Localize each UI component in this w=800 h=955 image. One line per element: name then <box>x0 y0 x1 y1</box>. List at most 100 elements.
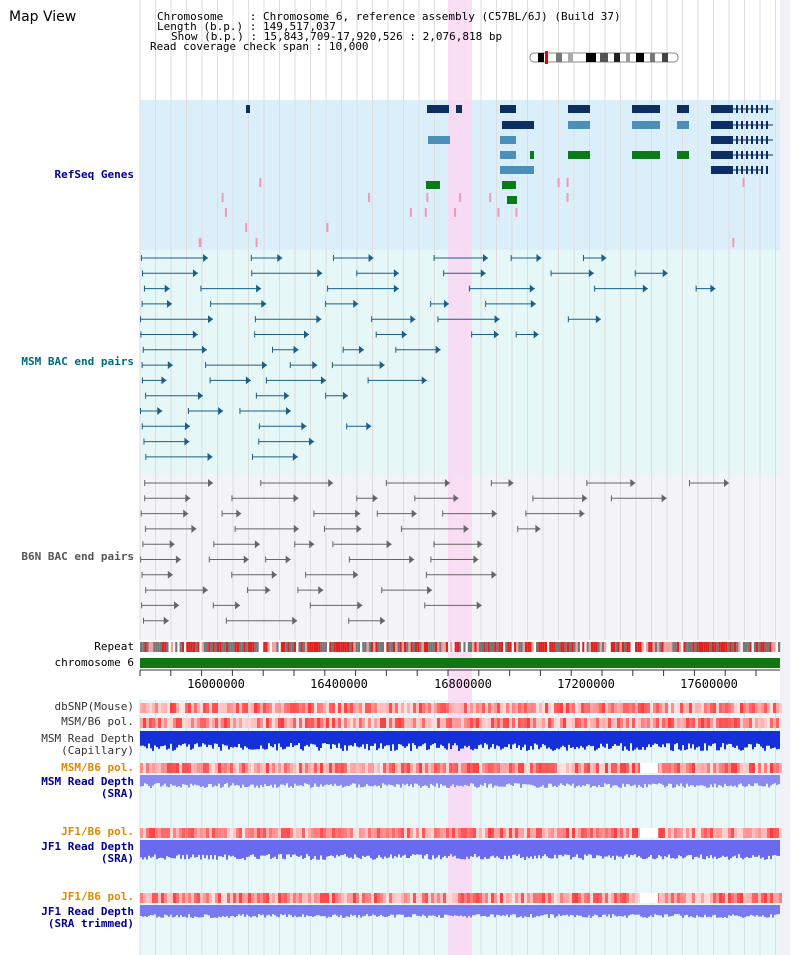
dbsnp-strip <box>377 703 380 713</box>
msm-depth-sra-bar <box>420 775 422 788</box>
repeat-segment <box>375 642 378 652</box>
track-label-b6n-bac[interactable]: B6N BAC end pairs <box>21 550 134 563</box>
msm-b6-pol-strip <box>407 718 410 728</box>
msm-b6-pol-strip <box>584 718 587 728</box>
msm-b6-pol-strip <box>536 763 539 773</box>
jf1-depth-sra-bar <box>390 840 392 855</box>
track-label-jf1-b6-pol-2[interactable]: JF1/B6 pol. <box>61 890 134 903</box>
msm-b6-pol-strip <box>674 763 677 773</box>
repeat-segment <box>377 642 380 652</box>
msm-depth-sra-bar <box>292 775 294 788</box>
repeat-segment <box>340 642 343 652</box>
jf1-b6-pol-strip <box>335 828 338 838</box>
msm-b6-pol-strip <box>218 763 221 773</box>
jf1-depth-trimmed-bar <box>246 905 248 915</box>
jf1-depth-sra-bar <box>428 840 430 860</box>
msm-b6-pol-strip <box>734 718 737 728</box>
track-label-msm-b6-pol[interactable]: MSM/B6 pol. <box>61 715 134 728</box>
dbsnp-strip <box>269 703 272 713</box>
msm-b6-pol-strip <box>731 763 734 773</box>
jf1-b6-pol-strip <box>299 893 302 903</box>
jf1-b6-pol-strip <box>695 893 698 903</box>
jf1-b6-pol-strip <box>239 893 242 903</box>
track-label-msm-bac[interactable]: MSM BAC end pairs <box>21 355 134 368</box>
info-show-label: Show (b.p.) <box>171 30 244 43</box>
track-label-jf1-depth-trimmed[interactable]: JF1 Read Depth (SRA trimmed) <box>41 906 134 930</box>
repeat-segment <box>654 642 657 652</box>
dbsnp-strip <box>458 703 461 713</box>
msm-bac-pair <box>482 254 488 262</box>
jf1-depth-sra-bar <box>506 840 508 860</box>
msm-depth-capillary-bar <box>668 731 670 744</box>
track-label-repeat[interactable]: Repeat <box>94 640 134 653</box>
dbsnp-strip <box>506 703 509 713</box>
msm-bac-pair <box>601 254 607 262</box>
jf1-depth-sra-bar <box>394 840 396 857</box>
jf1-depth-sra-bar <box>224 840 226 855</box>
msm-b6-pol-strip <box>686 718 689 728</box>
dbsnp-strip <box>464 703 467 713</box>
jf1-b6-pol-strip <box>728 828 731 838</box>
dbsnp-strip <box>422 703 425 713</box>
dbsnp-strip <box>473 703 476 713</box>
repeat-segment <box>657 642 660 652</box>
track-label-refseq[interactable]: RefSeq Genes <box>54 168 134 181</box>
jf1-b6-pol-strip <box>176 893 179 903</box>
jf1-b6-pol-strip <box>485 828 488 838</box>
jf1-depth-trimmed-bar <box>394 905 396 918</box>
jf1-depth-sra-bar <box>194 840 196 858</box>
track-label-jf1-b6-pol[interactable]: JF1/B6 pol. <box>61 825 134 838</box>
jf1-depth-trimmed-bar <box>384 905 386 917</box>
jf1-depth-trimmed-bar <box>390 905 392 915</box>
msm-depth-capillary-bar <box>776 731 778 750</box>
track-label-chromosome[interactable]: chromosome 6 <box>54 656 134 669</box>
msm-depth-sra-bar <box>680 775 682 784</box>
track-label-msm-depth-capillary[interactable]: MSM Read Depth (Capillary) <box>41 733 134 757</box>
jf1-depth-sra-bar <box>508 840 510 856</box>
msm-depth-sra-bar <box>274 775 276 785</box>
msm-b6-pol-strip <box>395 718 398 728</box>
gene-exon <box>731 105 733 113</box>
jf1-depth-sra-bar <box>752 840 754 856</box>
msm-depth-capillary-bar <box>612 731 614 747</box>
jf1-b6-pol-strip <box>368 828 371 838</box>
msm-b6-pol-strip <box>299 763 302 773</box>
msm-depth-capillary-bar <box>264 731 266 750</box>
msm-depth-sra-bar <box>542 775 544 786</box>
jf1-depth-sra-bar <box>734 840 736 856</box>
repeat-segment <box>718 642 721 652</box>
msm-depth-sra-bar <box>254 775 256 788</box>
jf1-depth-trimmed-bar <box>160 905 162 918</box>
jf1-b6-pol-strip <box>392 828 395 838</box>
jf1-b6-pol-strip <box>632 893 635 903</box>
track-label-dbsnp[interactable]: dbSNP(Mouse) <box>54 700 134 713</box>
jf1-b6-pol-strip <box>341 893 344 903</box>
jf1-depth-trimmed-bar <box>346 905 348 917</box>
jf1-depth-sra-bar <box>652 840 654 859</box>
msm-bac-pair <box>321 376 327 385</box>
jf1-depth-trimmed-bar <box>426 905 428 918</box>
track-label-jf1-depth-sra[interactable]: JF1 Read Depth (SRA) <box>41 841 134 865</box>
b6n-bac-pair <box>353 570 359 579</box>
msm-b6-pol-strip <box>728 763 731 773</box>
msm-depth-sra-bar <box>554 775 556 786</box>
msm-depth-capillary-bar <box>154 731 156 746</box>
jf1-depth-sra-bar <box>668 840 670 855</box>
track-label-msm-depth-sra[interactable]: MSM Read Depth (SRA) <box>41 776 134 800</box>
track-label-msm-b6-pol-2[interactable]: MSM/B6 pol. <box>61 761 134 774</box>
msm-b6-pol-strip <box>599 763 602 773</box>
jf1-b6-pol-strip <box>140 893 143 903</box>
msm-depth-sra-bar <box>212 775 214 787</box>
jf1-depth-sra-bar <box>484 840 486 858</box>
jf1-depth-trimmed-bar <box>636 905 638 915</box>
jf1-b6-pol-strip <box>251 828 254 838</box>
info-show-value: : 15,843,709-17,920,526 : 2,076,818 bp <box>250 30 503 43</box>
msm-depth-capillary-bar <box>456 731 458 746</box>
msm-b6-pol-strip <box>707 718 710 728</box>
dbsnp-strip <box>347 703 350 713</box>
msm-depth-sra-bar <box>720 775 722 786</box>
msm-b6-pol-strip <box>632 763 635 773</box>
jf1-b6-pol-strip <box>347 828 350 838</box>
dbsnp-strip <box>731 703 734 713</box>
jf1-depth-trimmed-bar <box>224 905 226 917</box>
